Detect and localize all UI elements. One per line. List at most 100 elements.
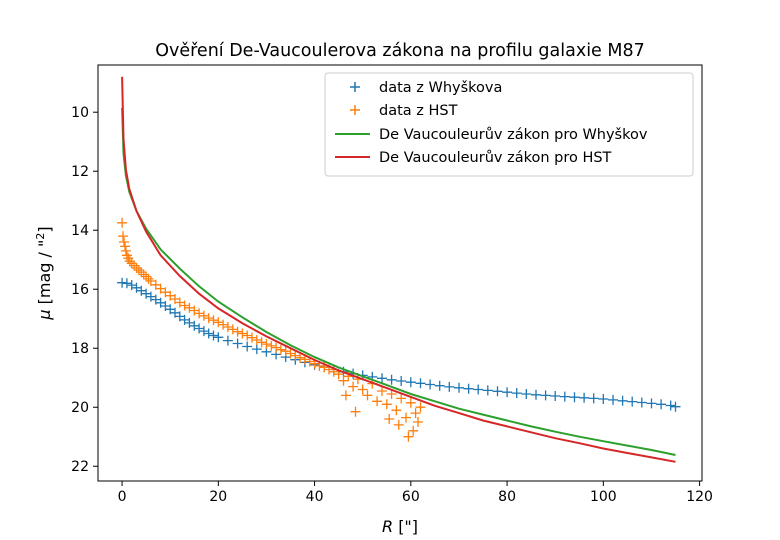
legend-box xyxy=(324,72,694,177)
legend-entry-whyskov-data: data z Whyškova xyxy=(350,80,502,96)
series-0-point-43 xyxy=(434,380,445,391)
series-1-point-68 xyxy=(384,414,395,424)
x-axis-unit: ["] xyxy=(398,517,418,536)
legend-marker-hst xyxy=(350,105,360,115)
series-1-point-76 xyxy=(408,425,419,436)
series-0-point-18 xyxy=(203,328,214,339)
series-1-point-71 xyxy=(393,419,404,430)
series-1-point-45 xyxy=(285,348,296,359)
legend-label-hst: data z HST xyxy=(379,103,458,119)
legend-entry-whyskov-law: De Vaucouleurův zákon pro Whyškov xyxy=(335,127,648,143)
series-1-point-47 xyxy=(295,352,306,363)
series-1-point-38 xyxy=(251,335,262,345)
series-0-point-57 xyxy=(569,392,580,403)
series-0-point-59 xyxy=(588,393,599,404)
x-tick-label-6: 120 xyxy=(686,489,713,505)
series-1-point-79 xyxy=(415,402,426,413)
series-0-point-44 xyxy=(444,381,455,392)
series-1-point-3 xyxy=(120,241,130,252)
x-tick-label-4: 80 xyxy=(498,489,516,505)
series-0-point-50 xyxy=(502,387,513,398)
series-0-point-63 xyxy=(627,396,638,407)
series-0 xyxy=(117,277,681,412)
series-1-point-42 xyxy=(271,342,282,353)
series-1-point-10 xyxy=(131,263,142,273)
x-axis: 0 20 40 60 80 100 120 xyxy=(118,481,713,505)
y-axis: 10 12 14 16 18 20 22 xyxy=(71,105,98,475)
series-1-point-7 xyxy=(124,256,135,267)
series-0-point-60 xyxy=(598,394,609,404)
series-1-point-28 xyxy=(203,313,214,324)
x-axis-title: R ["] xyxy=(382,517,418,536)
series-1-point-0 xyxy=(117,217,128,228)
plot-frame xyxy=(97,64,703,482)
series-1-point-72 xyxy=(396,393,407,404)
series-0-point-55 xyxy=(550,391,561,401)
series-0-point-64 xyxy=(636,397,647,408)
series-0-point-58 xyxy=(579,392,590,403)
series-1-point-14 xyxy=(141,271,152,282)
series-0-point-46 xyxy=(463,383,474,394)
series-1-point-57 xyxy=(340,390,351,401)
series-0-point-51 xyxy=(511,388,522,399)
series-1-point-1 xyxy=(118,231,128,242)
series-1-point-59 xyxy=(348,381,359,392)
legend-entry-hst-law: De Vaucouleurův zákon pro HST xyxy=(335,150,612,166)
series-1-point-44 xyxy=(280,346,291,357)
series-1-point-75 xyxy=(405,397,416,408)
series-1-point-15 xyxy=(143,273,154,284)
series-0-point-56 xyxy=(559,391,570,402)
series-0-point-42 xyxy=(425,379,436,390)
series-1-point-56 xyxy=(338,375,349,386)
series-1-point-73 xyxy=(401,412,411,423)
series-1-point-30 xyxy=(213,317,224,328)
series-0-point-48 xyxy=(482,385,493,396)
series-0-point-17 xyxy=(198,326,209,337)
series-0-point-67 xyxy=(665,400,676,411)
series-0-point-41 xyxy=(415,378,426,389)
series-0-point-38 xyxy=(386,374,397,385)
legend-marker-whyskov xyxy=(350,82,360,92)
series-1-point-27 xyxy=(198,310,209,321)
series-1-point-65 xyxy=(372,396,383,407)
series-1-point-62 xyxy=(357,384,368,395)
series-1-point-39 xyxy=(256,337,267,348)
series-1-point-60 xyxy=(350,406,361,417)
series-0-point-62 xyxy=(617,395,628,406)
series-0-point-2 xyxy=(126,280,137,291)
series-1-point-4 xyxy=(120,245,131,256)
series-1-point-66 xyxy=(377,386,387,396)
series-1-point-67 xyxy=(381,399,392,410)
series-1-point-36 xyxy=(242,330,253,341)
series-1-point-33 xyxy=(227,324,238,335)
series-0-point-21 xyxy=(222,335,233,346)
chart-title: Ověření De-Vaucoulerova zákona na profil… xyxy=(155,41,645,61)
legend: data z Whyškova data z HST De Vaucouleur… xyxy=(324,72,694,177)
series-1-point-23 xyxy=(179,300,190,311)
series-0-point-68 xyxy=(670,401,681,412)
series-0-point-66 xyxy=(656,399,667,410)
series-1-point-9 xyxy=(129,260,140,271)
series-0-point-45 xyxy=(454,382,464,393)
series-1-point-2 xyxy=(119,237,129,247)
series-0-point-61 xyxy=(608,394,618,405)
series-1-point-41 xyxy=(266,340,277,351)
series-0-point-20 xyxy=(213,332,224,343)
series-0-point-54 xyxy=(540,390,551,401)
series-0-point-39 xyxy=(396,376,407,386)
y-axis-unit: [mag / " xyxy=(35,240,54,305)
y-tick-label-2: 14 xyxy=(71,223,89,239)
x-tick-label-2: 40 xyxy=(306,489,324,505)
series-1-point-29 xyxy=(208,315,219,326)
series-0-point-19 xyxy=(208,330,219,341)
legend-entry-hst-data: data z HST xyxy=(350,103,458,119)
x-tick-label-3: 60 xyxy=(402,489,420,505)
series-1-point-13 xyxy=(138,269,149,280)
legend-label-whyskov: data z Whyškova xyxy=(379,80,502,96)
series-0-point-40 xyxy=(405,377,416,388)
series-1-point-46 xyxy=(290,350,301,361)
series-0-point-52 xyxy=(521,389,532,399)
series-1-point-63 xyxy=(362,390,373,401)
y-tick-label-3: 16 xyxy=(71,282,89,298)
